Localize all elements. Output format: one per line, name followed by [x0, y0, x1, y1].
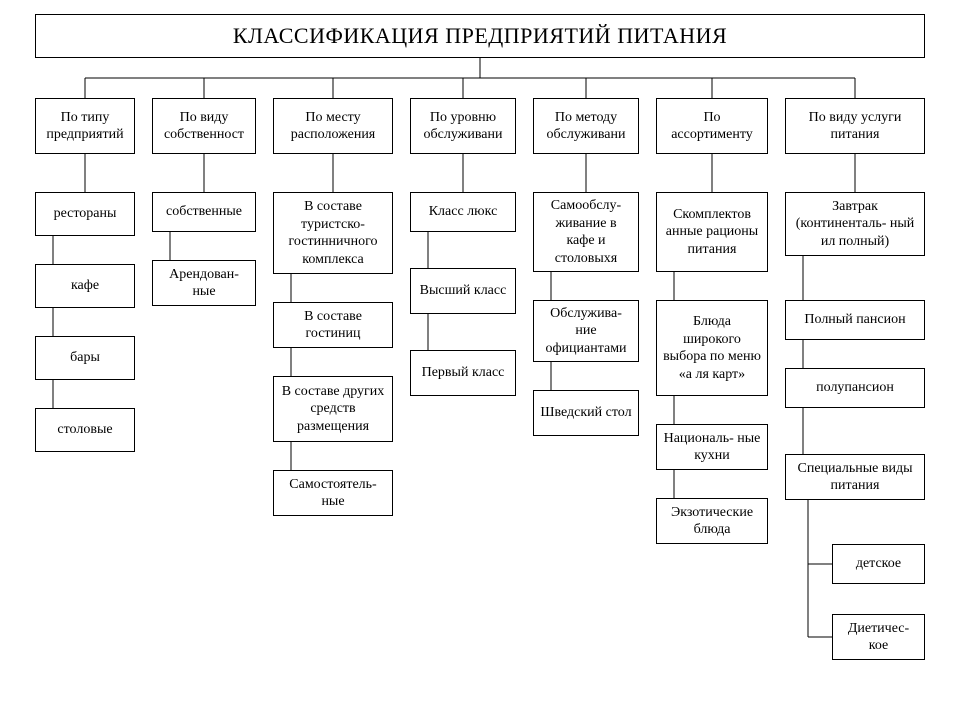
node-c6-i1: Полный пансион — [785, 300, 925, 340]
node-c0-i1: кафе — [35, 264, 135, 308]
node-c1-i1: Арендован- ные — [152, 260, 256, 306]
category-header-2: По месту расположения — [273, 98, 393, 154]
node-c2-i2: В составе других средств размещения — [273, 376, 393, 442]
node-c4-i0: Самообслу- живание в кафе и столовыхя — [533, 192, 639, 272]
node-c2-i3: Самостоятель- ные — [273, 470, 393, 516]
node-c0-i0: рестораны — [35, 192, 135, 236]
node-c6-i3: Специальные виды питания — [785, 454, 925, 500]
category-header-5: По ассортименту — [656, 98, 768, 154]
category-header-4: По методу обслуживани — [533, 98, 639, 154]
diagram-title: КЛАССИФИКАЦИЯ ПРЕДПРИЯТИЙ ПИТАНИЯ — [35, 14, 925, 58]
category-header-6: По виду услуги питания — [785, 98, 925, 154]
category-header-1: По виду собственност — [152, 98, 256, 154]
subnode-0: детское — [832, 544, 925, 584]
node-c6-i2: полупансион — [785, 368, 925, 408]
node-c0-i2: бары — [35, 336, 135, 380]
node-c1-i0: собственные — [152, 192, 256, 232]
category-header-0: По типу предприятий — [35, 98, 135, 154]
node-c5-i1: Блюда широкого выбора по меню «а ля карт… — [656, 300, 768, 396]
subnode-1: Диетичес- кое — [832, 614, 925, 660]
node-c6-i0: Завтрак (континенталь- ный ил полный) — [785, 192, 925, 256]
node-c5-i2: Националь- ные кухни — [656, 424, 768, 470]
category-header-3: По уровню обслуживани — [410, 98, 516, 154]
node-c3-i0: Класс люкс — [410, 192, 516, 232]
node-c2-i0: В составе туристско-гостинничного компле… — [273, 192, 393, 274]
node-c3-i2: Первый класс — [410, 350, 516, 396]
node-c5-i0: Скомплектов анные рационы питания — [656, 192, 768, 272]
node-c5-i3: Экзотические блюда — [656, 498, 768, 544]
node-c2-i1: В составе гостиниц — [273, 302, 393, 348]
node-c4-i1: Обслужива- ние официантами — [533, 300, 639, 362]
node-c3-i1: Высший класс — [410, 268, 516, 314]
node-c0-i3: столовые — [35, 408, 135, 452]
node-c4-i2: Шведский стол — [533, 390, 639, 436]
